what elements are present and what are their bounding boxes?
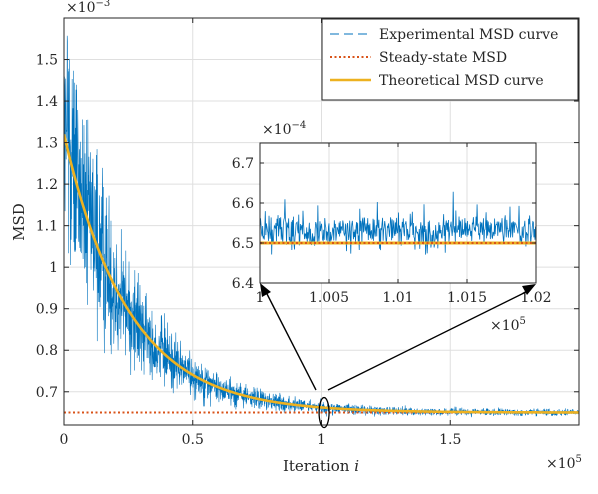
inset-x-multiplier: ×105: [490, 316, 526, 334]
main-y-tick-label: 0.8: [36, 343, 58, 359]
inset-x-tick-label: 1.01: [382, 290, 413, 306]
main-y-tick-label: 1.2: [36, 177, 58, 193]
zoom-arrows: [260, 283, 536, 391]
main-x-tick-label: 1: [317, 432, 326, 448]
x-multiplier: ×105: [546, 454, 582, 472]
arrow-right-head: [522, 284, 536, 295]
inset-tick-labels: 1 1.005 1.01 1.015 1.02 6.4 6.5 6.6 6.7: [232, 156, 552, 306]
legend: Experimental MSD curve Steady-state MSD …: [321, 18, 579, 101]
legend-item-theoretical: Theoretical MSD curve: [330, 73, 544, 89]
legend-item-steady: Steady-state MSD: [330, 50, 507, 66]
y-multiplier: ×10−3: [66, 0, 110, 16]
main-y-tick-label: 1.4: [36, 94, 58, 110]
inset-series-experimental-msd: [260, 191, 536, 255]
inset-y-tick-label: 6.6: [232, 196, 254, 212]
main-y-tick-label: 1.5: [36, 53, 58, 69]
y-axis-label: MSD: [10, 203, 28, 241]
legend-label-experimental: Experimental MSD curve: [379, 27, 558, 43]
main-y-tick-label: 1.3: [36, 136, 58, 152]
main-tick-labels: 0 0.5 1 1.5 0.7 0.8 0.9 1 1.1 1.2 1.3 1.4 1.5: [36, 53, 462, 448]
main-plot-series: [64, 35, 579, 418]
main-x-tick-label: 1.5: [439, 432, 461, 448]
main-y-tick-label: 1: [49, 260, 58, 276]
inset-y-tick-label: 6.5: [232, 236, 254, 252]
inset-ticks: [259, 143, 537, 284]
inset-x-tick-label: 1.005: [309, 290, 349, 306]
inset-y-tick-label: 6.4: [232, 276, 254, 292]
arrow-left-head: [260, 283, 271, 297]
inset-x-tick-label: 1: [256, 290, 265, 306]
main-y-tick-label: 1.1: [36, 219, 58, 235]
legend-box: [321, 18, 579, 101]
inset-plot-series: [260, 191, 536, 255]
arrow-left-line: [264, 289, 317, 391]
x-axis-label: Iteration i: [283, 457, 359, 475]
legend-item-experimental: Experimental MSD curve: [330, 27, 558, 43]
arrow-right-line: [327, 289, 531, 391]
inset-x-tick-label: 1.02: [520, 290, 551, 306]
legend-label-theoretical: Theoretical MSD curve: [379, 73, 544, 89]
legend-label-steady: Steady-state MSD: [379, 50, 507, 66]
main-x-tick-label: 0: [60, 432, 69, 448]
main-x-tick-label: 0.5: [182, 432, 204, 448]
zoom-region-ellipse: [318, 396, 330, 429]
main-y-tick-label: 0.7: [36, 385, 58, 401]
inset-y-tick-label: 6.7: [232, 156, 254, 172]
series-theoretical-msd: [64, 133, 579, 414]
inset-y-multiplier: ×10−4: [262, 120, 306, 138]
main-y-tick-label: 0.9: [36, 302, 58, 318]
inset-x-tick-label: 1.015: [447, 290, 487, 306]
